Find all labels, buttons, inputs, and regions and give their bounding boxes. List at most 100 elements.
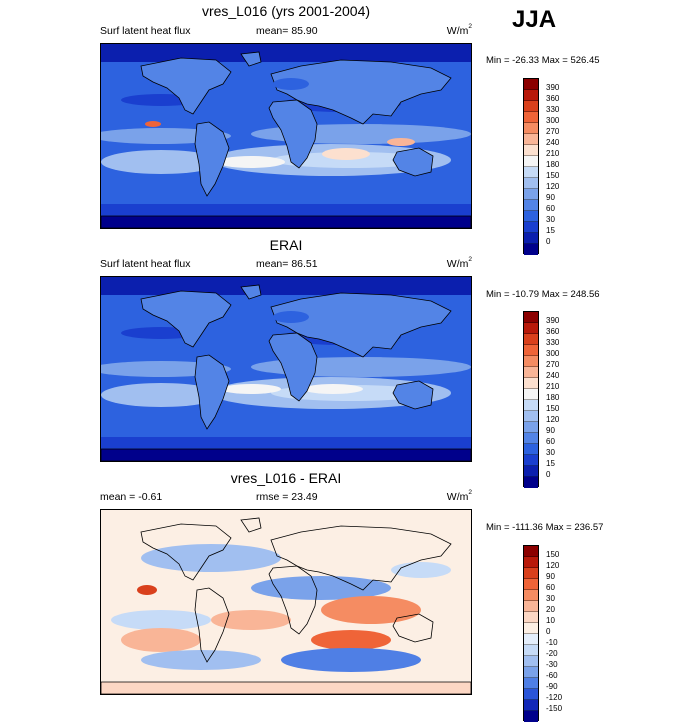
colorbar-tick-label: 90 <box>546 426 555 435</box>
panel-1-title: vres_L016 (yrs 2001-2004) <box>201 3 371 19</box>
colorbar-swatch <box>524 79 538 90</box>
colorbar-swatch <box>524 400 538 411</box>
colorbar-tick-label: 120 <box>546 415 560 424</box>
colorbar-tick-label: 180 <box>546 160 560 169</box>
panel-3-map-svg <box>101 510 471 694</box>
colorbar-tick-label: 360 <box>546 94 560 103</box>
colorbar-swatch <box>524 345 538 356</box>
colorbar-swatch <box>524 123 538 134</box>
colorbar-tick-label: 0 <box>546 237 551 246</box>
colorbar-tick-label: 120 <box>546 182 560 191</box>
panel-3-map <box>100 509 472 695</box>
colorbar-swatch <box>524 312 538 323</box>
colorbar-swatch <box>524 433 538 444</box>
colorbar-swatch <box>524 678 538 689</box>
colorbar-swatch <box>524 323 538 334</box>
colorbar-swatch <box>524 244 538 255</box>
panel-1-units: W/m2 <box>446 23 472 37</box>
colorbar-swatch <box>524 689 538 700</box>
colorbar-swatch <box>524 222 538 233</box>
colorbar-tick-label: -150 <box>546 704 563 713</box>
colorbar-swatch <box>524 145 538 156</box>
colorbar-tick-label: -10 <box>546 638 558 647</box>
colorbar-tick-label: 0 <box>546 627 551 636</box>
colorbar-swatch <box>524 101 538 112</box>
colorbar-tick-label: 150 <box>546 404 560 413</box>
colorbar-tick-label: 60 <box>546 204 555 213</box>
panel-1-minmax: Min = -26.33 Max = 526.45 <box>486 55 600 66</box>
colorbar-swatch <box>524 477 538 488</box>
colorbar-swatch <box>524 711 538 722</box>
colorbar-tick-label: 330 <box>546 338 560 347</box>
colorbar-tick-label: 30 <box>546 448 555 457</box>
colorbar-swatch <box>524 200 538 211</box>
colorbar-swatch <box>524 367 538 378</box>
colorbar-swatch <box>524 167 538 178</box>
panel-2-variable-label: Surf latent heat flux <box>100 258 191 270</box>
colorbar-tick-label: 20 <box>546 605 555 614</box>
colorbar-swatch <box>524 557 538 568</box>
panel-3-mean-label: mean = -0.61 <box>100 491 163 503</box>
panel-1-map <box>100 43 472 229</box>
colorbar-tick-label: 180 <box>546 393 560 402</box>
colorbar-tick-label: 390 <box>546 316 560 325</box>
colorbar-tick-label: 90 <box>546 193 555 202</box>
colorbar-swatch <box>524 645 538 656</box>
panel-1-header: Surf latent heat flux mean= 85.90 W/m2 <box>100 23 472 39</box>
colorbar-tick-label: 270 <box>546 360 560 369</box>
colorbar-tick-label: 390 <box>546 83 560 92</box>
colorbar-tick-label: -60 <box>546 671 558 680</box>
colorbar-swatch <box>524 612 538 623</box>
colorbar-swatch <box>524 590 538 601</box>
colorbar-tick-label: 300 <box>546 116 560 125</box>
colorbar-swatch <box>524 178 538 189</box>
panel-2-mean-label: mean= 86.51 <box>256 258 318 270</box>
panel-1-mean-label: mean= 85.90 <box>256 25 318 37</box>
colorbar-tick-label: 0 <box>546 470 551 479</box>
panel-1-variable-label: Surf latent heat flux <box>100 25 191 37</box>
colorbar-swatch <box>524 422 538 433</box>
panel-2-units: W/m2 <box>446 256 472 270</box>
colorbar-tick-label: 15 <box>546 459 555 468</box>
panel-3-minmax: Min = -111.36 Max = 236.57 <box>486 522 604 533</box>
colorbar-tick-label: 60 <box>546 583 555 592</box>
colorbar-tick-label: -90 <box>546 682 558 691</box>
colorbar-tick-label: 150 <box>546 171 560 180</box>
colorbar-tick-label: 90 <box>546 572 555 581</box>
colorbar-swatch <box>524 112 538 123</box>
colorbar-tick-label: 270 <box>546 127 560 136</box>
colorbar-swatch <box>524 444 538 455</box>
colorbar-tick-label: 10 <box>546 616 555 625</box>
colorbar-swatch <box>524 579 538 590</box>
colorbar-swatch <box>524 466 538 477</box>
colorbar-swatch <box>524 211 538 222</box>
colorbar-tick-label: -20 <box>546 649 558 658</box>
panel-3-rmse-label: rmse = 23.49 <box>256 491 318 503</box>
colorbar-swatch <box>524 411 538 422</box>
colorbar-swatch <box>524 233 538 244</box>
colorbar-swatch <box>524 455 538 466</box>
colorbar-swatch <box>524 189 538 200</box>
colorbar-tick-label: 60 <box>546 437 555 446</box>
panel-1-colorbar <box>523 78 539 255</box>
colorbar-tick-label: 150 <box>546 550 560 559</box>
season-label: JJA <box>512 6 557 33</box>
panel-3-header: mean = -0.61 rmse = 23.49 W/m2 <box>100 489 472 505</box>
colorbar-tick-label: 120 <box>546 561 560 570</box>
colorbar-swatch <box>524 334 538 345</box>
panel-3-colorbar <box>523 545 539 722</box>
panel-2-map-svg <box>101 277 471 461</box>
colorbar-tick-label: 30 <box>546 594 555 603</box>
colorbar-tick-label: -30 <box>546 660 558 669</box>
colorbar-swatch <box>524 546 538 557</box>
colorbar-tick-label: 330 <box>546 105 560 114</box>
panel-2-map <box>100 276 472 462</box>
panel-2-title: ERAI <box>269 237 303 253</box>
panel-2-colorbar <box>523 311 539 488</box>
colorbar-swatch <box>524 389 538 400</box>
colorbar-swatch <box>524 134 538 145</box>
colorbar-swatch <box>524 700 538 711</box>
colorbar-tick-label: -120 <box>546 693 563 702</box>
colorbar-swatch <box>524 378 538 389</box>
colorbar-swatch <box>524 568 538 579</box>
